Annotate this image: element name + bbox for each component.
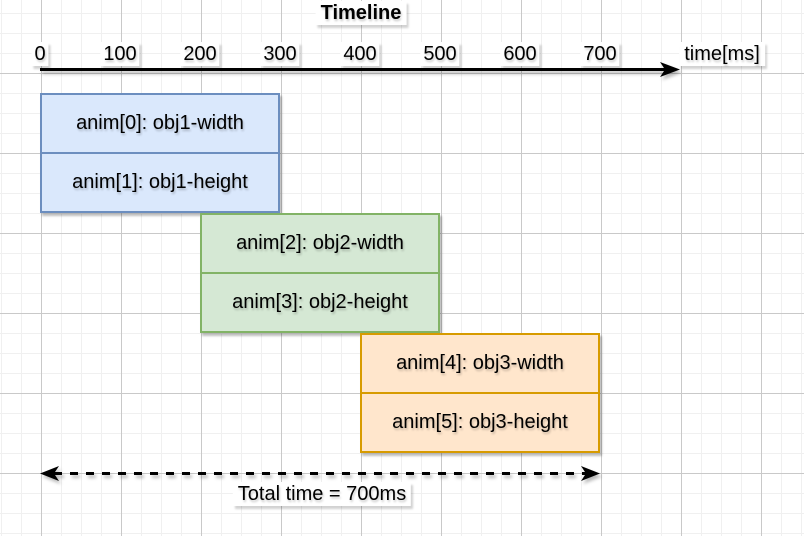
anim-track-obj2: anim[2]: obj2-width anim[3]: obj2-height (200, 213, 440, 333)
axis-tick-600: 600 (500, 42, 540, 66)
anim-bar-4-label: anim[4]: obj3-width (396, 352, 564, 374)
axis-tick-100: 100 (100, 42, 140, 66)
anim-bar-5-label: anim[5]: obj3-height (392, 411, 568, 433)
anim-bar-0-label: anim[0]: obj1-width (76, 112, 244, 134)
axis-tick-500: 500 (420, 42, 460, 66)
anim-bar-3: anim[3]: obj2-height (202, 272, 438, 331)
anim-track-obj1: anim[0]: obj1-width anim[1]: obj1-height (40, 93, 280, 213)
axis-unit-label: time[ms] (679, 42, 765, 66)
axis-tick-0: 0 (31, 42, 49, 66)
anim-bar-2: anim[2]: obj2-width (202, 215, 438, 272)
diagram-title: Timeline (315, 1, 407, 25)
total-time-arrowhead-right-icon (581, 466, 600, 481)
anim-bar-5: anim[5]: obj3-height (362, 392, 598, 451)
anim-bar-3-label: anim[3]: obj2-height (232, 291, 408, 313)
anim-bar-1-label: anim[1]: obj1-height (72, 171, 248, 193)
axis-tick-400: 400 (340, 42, 380, 66)
anim-bar-4: anim[4]: obj3-width (362, 335, 598, 392)
timeline-axis-arrowhead-icon (660, 62, 680, 77)
anim-bar-1: anim[1]: obj1-height (42, 152, 278, 211)
anim-bar-2-label: anim[2]: obj2-width (236, 232, 404, 254)
total-time-label: Total time = 700ms (232, 482, 412, 506)
axis-tick-200: 200 (180, 42, 220, 66)
anim-bar-0: anim[0]: obj1-width (42, 95, 278, 152)
axis-tick-300: 300 (260, 42, 300, 66)
axis-tick-700: 700 (580, 42, 620, 66)
anim-track-obj3: anim[4]: obj3-width anim[5]: obj3-height (360, 333, 600, 453)
total-time-arrowhead-left-icon (40, 466, 59, 481)
